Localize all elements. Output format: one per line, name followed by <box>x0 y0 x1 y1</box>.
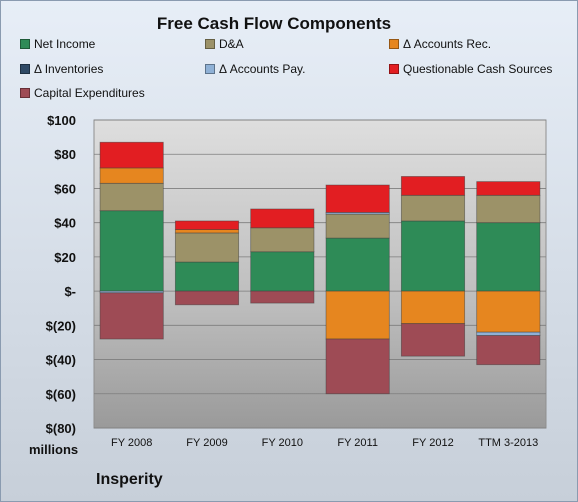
legend-swatch <box>20 64 30 74</box>
y-tick-label: $80 <box>54 147 76 162</box>
legend-label: Δ Accounts Pay. <box>219 62 306 76</box>
legend-label: Δ Accounts Rec. <box>403 37 492 51</box>
bar-d-a-ttm-3-2013 <box>476 194 541 224</box>
x-tick-label: FY 2011 <box>337 437 378 449</box>
bar-net-income-ttm-3-2013 <box>476 222 541 292</box>
legend-item-accounts-pay: Δ Accounts Pay. <box>205 62 306 76</box>
units-label: millions <box>29 442 79 457</box>
bar-net-income-fy-2009 <box>174 261 240 292</box>
legend-item-capital-expenditures: Capital Expenditures <box>20 86 145 100</box>
bar-net-income-fy-2011 <box>325 237 390 292</box>
legend-item-net-income: Net Income <box>20 37 95 51</box>
y-tick-label: $100 <box>47 113 76 128</box>
y-tick-label: $(40) <box>46 353 76 368</box>
bar-accounts-pay-ttm-3-2013 <box>476 331 541 336</box>
bar-capital-expenditures-fy-2009 <box>174 290 240 306</box>
bar-capital-expenditures-fy-2008 <box>99 292 164 340</box>
bar-d-a-fy-2010 <box>250 227 315 253</box>
bar-capital-expenditures-fy-2010 <box>250 290 315 304</box>
bar-accounts-rec-fy-2009 <box>174 229 240 234</box>
legend-item-accounts-rec: Δ Accounts Rec. <box>389 37 491 51</box>
legend-item-d-a: D&A <box>205 37 244 51</box>
bar-net-income-fy-2008 <box>99 210 164 292</box>
legend-swatch <box>20 39 30 49</box>
y-tick-label: $20 <box>54 250 76 265</box>
y-tick-label: $- <box>64 284 76 299</box>
bar-net-income-fy-2012 <box>400 220 466 292</box>
x-tick-label: FY 2008 <box>111 437 152 449</box>
bar-questionable-cash-sources-fy-2010 <box>250 208 315 229</box>
bar-capital-expenditures-fy-2012 <box>400 323 466 357</box>
legend-swatch <box>389 64 399 74</box>
bar-questionable-cash-sources-fy-2008 <box>99 141 164 169</box>
bar-accounts-rec-fy-2012 <box>400 290 466 325</box>
bar-questionable-cash-sources-ttm-3-2013 <box>476 181 541 196</box>
bar-questionable-cash-sources-fy-2009 <box>174 220 240 230</box>
bar-questionable-cash-sources-fy-2011 <box>325 184 390 213</box>
legend-label: D&A <box>219 37 244 51</box>
legend-item-inventories: Δ Inventories <box>20 62 103 76</box>
legend-swatch <box>205 39 215 49</box>
bar-net-income-fy-2010 <box>250 251 315 292</box>
y-tick-label: $40 <box>54 216 76 231</box>
x-tick-label: FY 2009 <box>186 437 227 449</box>
legend-label: Δ Inventories <box>34 62 104 76</box>
legend-item-questionable-cash-sources: Questionable Cash Sources <box>389 62 552 76</box>
x-tick-label: FY 2010 <box>262 437 303 449</box>
bar-d-a-fy-2009 <box>174 232 240 263</box>
chart-title: Free Cash Flow Components <box>156 14 392 33</box>
company-name: Insperity <box>96 471 163 488</box>
bar-questionable-cash-sources-fy-2012 <box>400 176 466 196</box>
bar-d-a-fy-2011 <box>325 213 390 239</box>
legend-swatch <box>20 88 30 98</box>
bar-accounts-rec-fy-2011 <box>325 290 390 340</box>
bar-accounts-rec-ttm-3-2013 <box>476 290 541 333</box>
x-tick-label: TTM 3-2013 <box>478 437 538 449</box>
legend-swatch <box>205 64 215 74</box>
x-tick-label: FY 2012 <box>412 437 453 449</box>
bar-d-a-fy-2012 <box>400 194 466 222</box>
legend-label: Capital Expenditures <box>34 86 145 100</box>
y-tick-label: $(80) <box>46 421 76 436</box>
bar-capital-expenditures-fy-2011 <box>325 338 390 395</box>
legend-label: Questionable Cash Sources <box>403 62 553 76</box>
bar-d-a-fy-2008 <box>99 182 164 212</box>
bar-accounts-rec-fy-2008 <box>99 167 164 184</box>
legend-label: Net Income <box>34 37 96 51</box>
legend-swatch <box>389 39 399 49</box>
y-tick-label: $(20) <box>46 318 76 333</box>
y-tick-label: $60 <box>54 181 76 196</box>
plot-area <box>93 119 547 429</box>
bar-capital-expenditures-ttm-3-2013 <box>476 335 541 366</box>
y-tick-label: $(60) <box>46 387 76 402</box>
